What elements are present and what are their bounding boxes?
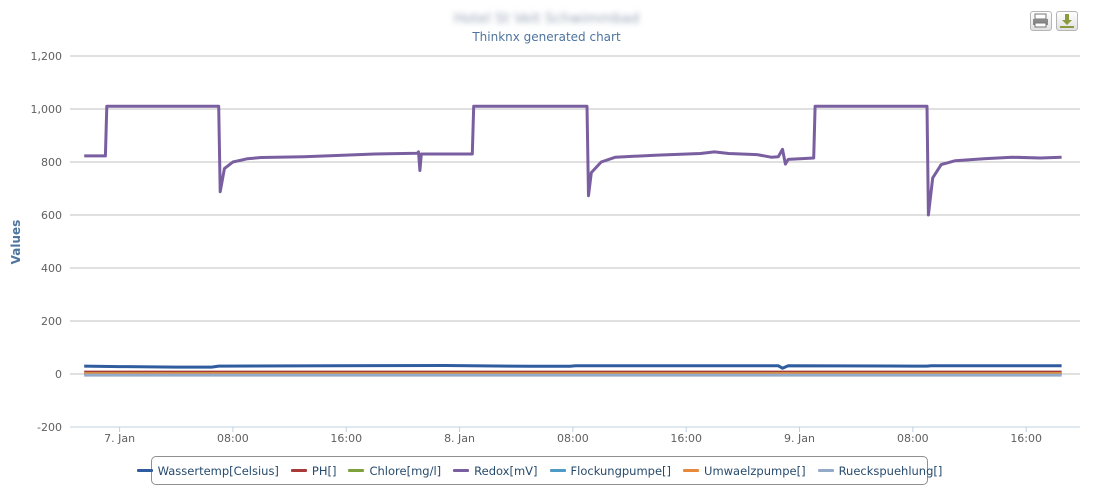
x-tick-label: 16:00: [670, 432, 702, 445]
y-tick-label: 1,200: [31, 50, 63, 63]
y-tick-label: -200: [37, 421, 62, 434]
y-tick-label: 800: [41, 156, 62, 169]
legend-swatch: [453, 469, 470, 472]
legend-item[interactable]: Umwaelzpumpe[]: [683, 464, 806, 478]
x-tick-label: 08:00: [897, 432, 929, 445]
legend-item[interactable]: Flockungpumpe[]: [549, 463, 672, 478]
print-button[interactable]: [1030, 11, 1052, 31]
legend-label: Chlore[mg/l]: [369, 463, 442, 478]
y-tick-label: 1,000: [31, 103, 63, 116]
download-button[interactable]: [1056, 11, 1078, 31]
legend-label: Flockungpumpe[]: [570, 463, 672, 478]
legend-item[interactable]: Redox[mV]: [453, 463, 538, 478]
legend-label: Umwaelzpumpe[]: [704, 463, 806, 478]
legend-item[interactable]: PH[]: [290, 463, 337, 478]
y-tick-label: 400: [41, 262, 62, 275]
legend-swatch: [290, 469, 307, 472]
legend-swatch: [136, 469, 153, 472]
legend-swatch: [348, 469, 365, 472]
legend: Wassertemp[Celsius] PH[] Chlore[mg/l] Redox…: [136, 456, 942, 485]
legend-label: Wassertemp[Celsius]: [157, 463, 279, 478]
series-group: [84, 104, 1062, 377]
legend-label: PH[]: [311, 463, 337, 478]
x-tick-label: 08:00: [557, 432, 589, 445]
x-tick-label: 16:00: [1010, 432, 1042, 445]
series-line-redox-mv[interactable]: [84, 104, 1062, 217]
y-tick-label: 200: [41, 315, 62, 328]
legend-item[interactable]: Chlore[mg/l]: [348, 464, 441, 478]
legend-label: Redox[mV]: [474, 463, 538, 478]
x-axis: 7. Jan 08:00 16:00 8. Jan 08:00 16:00 9. Jan 08…: [70, 426, 1080, 445]
x-tick-label: 9. Jan: [784, 432, 815, 445]
series-line-wassertemp-celsius[interactable]: [84, 364, 1062, 370]
y-tick-label: 0: [55, 368, 62, 381]
legend-swatch: [817, 469, 834, 472]
x-tick-label: 7. Jan: [104, 432, 135, 445]
y-axis: -200 0 200 400 600 800 1,000 1,200: [31, 50, 63, 434]
download-icon: [1060, 14, 1074, 28]
print-icon: [1033, 13, 1048, 28]
legend-swatch: [549, 469, 566, 472]
legend-item[interactable]: Wassertemp[Celsius]: [136, 463, 279, 478]
legend-swatch: [683, 469, 700, 472]
legend-label: Rueckspuehlung[]: [838, 463, 943, 478]
legend-item[interactable]: Rueckspuehlung[]: [817, 463, 943, 478]
chart-subtitle: Thinknx generated chart: [472, 30, 621, 44]
x-tick-label: 08:00: [217, 432, 249, 445]
chart-title: Hotel St Veit Schwimmbad: [453, 11, 640, 27]
x-tick-label: 16:00: [330, 432, 362, 445]
y-tick-label: 600: [41, 209, 62, 222]
x-tick-label: 8. Jan: [444, 432, 475, 445]
